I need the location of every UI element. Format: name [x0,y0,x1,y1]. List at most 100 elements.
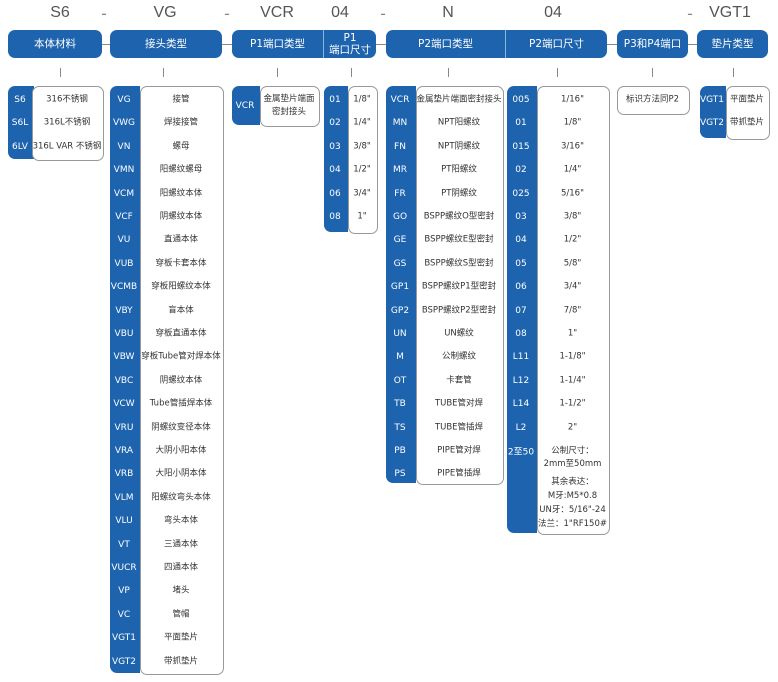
option-description: 7/8" [563,305,582,316]
option-description: NPT阴螺纹 [437,141,481,152]
option-code: GO [392,212,408,222]
p2-port-size-description-column [537,86,610,535]
tick-line [652,68,653,77]
option-description: Tube管插焊本体 [149,398,213,409]
option-description: 穿板阳螺纹本体 [151,281,211,292]
option-description: 公制尺寸： 2mm至50mm [543,446,602,469]
option-code: 03 [515,212,527,222]
option-description: 金属垫片端面 密封接头 [263,94,315,117]
option-code: 04 [329,165,341,176]
fitting-type-description-column [140,86,224,675]
header-label: P2端口尺寸 [505,30,607,58]
header-3: P2端口类型 P2端口尺寸 [386,30,607,58]
option-code: PS [394,469,406,480]
option-code: M [396,352,404,363]
header-label: P1 端口尺寸 [323,30,376,58]
tick-line [60,68,61,77]
connector-line [222,44,232,45]
option-description: 1-1/2" [559,398,586,409]
option-code: 08 [515,329,527,339]
option-description: 5/8" [563,258,582,269]
connector-line [102,44,110,45]
header-label: P3和P4端口 [623,38,682,50]
option-note: 其余表达： M牙:M5*0.8 UN牙：5/16"-24 法兰：1"RF150# [538,477,607,529]
option-description: 平面垫片 [163,632,198,643]
option-code: VBU [114,329,134,339]
separator-dash: - [687,4,693,23]
option-description: TUBE管插焊 [434,422,484,433]
option-description: 穿板卡套本体 [155,258,207,269]
option-code: 01 [515,118,527,129]
option-code: 04 [515,235,527,246]
p1-port-type-description-column [260,86,320,127]
option-description: 1/4" [563,164,582,175]
option-description: 316L VAR 不锈钢 [32,141,102,152]
option-code: VP [118,586,130,597]
p1-port-size-description-column [348,86,378,234]
option-description: NPT阳螺纹 [437,117,481,128]
option-description: 螺母 [172,141,190,152]
option-code: VU [117,235,131,246]
option-code: VCR [390,95,410,105]
option-code: VN [117,141,131,152]
option-description: 1-1/4" [559,375,586,386]
option-code: OT [393,375,407,386]
header-2: P1端口类型 P1 端口尺寸 [232,30,376,58]
option-description: 1" [567,328,578,339]
option-code: VCF [115,212,133,222]
option-description: BSPP螺纹P1型密封 [421,281,497,292]
option-code: 06 [329,188,341,199]
option-code: VCM [113,188,135,199]
option-description: 标识方法同P2 [625,94,680,105]
option-description: 接管 [172,94,190,105]
option-description: 带抓垫片 [729,117,764,128]
option-code: TB [394,399,406,410]
option-description: 金属垫片端面密封接头 [416,94,502,105]
tick-line [448,68,449,77]
separator-dash: - [224,4,230,23]
option-code: 02 [515,165,527,176]
option-code: PB [394,446,406,456]
option-code: VBC [114,375,134,386]
code-segment: VG [153,4,177,21]
option-code: VRA [114,446,134,456]
tick-line [733,68,734,77]
option-description: 阴螺纹变径本体 [151,422,211,433]
option-description: 3/16" [561,141,584,152]
option-description: 堵头 [172,585,190,596]
option-code: VGT2 [111,656,137,667]
option-description: TUBE管对焊 [434,398,484,409]
option-description: 3/4" [563,281,582,292]
option-code: 025 [512,188,530,199]
option-description: 1/2" [563,234,582,245]
option-description: BSPP螺纹P2型密封 [421,305,497,316]
option-description: 弯头本体 [163,515,198,526]
option-description: BSPP螺纹S型密封 [424,258,494,269]
option-code: VUCR [111,563,137,573]
option-code: GE [393,235,407,246]
option-description: 3/4" [353,188,371,199]
connector-line [607,44,617,45]
option-description: 三通本体 [163,539,198,550]
tick-line [351,68,352,77]
option-description: 316不锈钢 [46,94,88,105]
option-description: PIPE管对焊 [437,445,481,456]
option-code: VC [117,609,131,620]
option-code: L12 [512,375,530,386]
option-description: 阴螺纹本体 [159,211,203,222]
code-segment: 04 [544,4,562,21]
header-label: P1端口类型 [249,38,305,50]
option-code: VRB [114,469,134,480]
header-label: 接头类型 [145,38,187,50]
header-5: 垫片类型 [697,30,768,58]
header-1: 接头类型 [110,30,222,58]
option-description: BSPP螺纹O型密封 [423,211,495,222]
option-description: 穿板直通本体 [155,328,207,339]
p1-port-type-code-column [232,86,260,125]
option-code: VBW [113,352,135,363]
option-description: 2" [567,422,578,433]
code-segment: S6 [50,4,70,21]
option-description: 3/8" [353,141,371,152]
option-description: UN螺纹 [444,328,474,339]
option-code: 2至50 [507,447,535,458]
